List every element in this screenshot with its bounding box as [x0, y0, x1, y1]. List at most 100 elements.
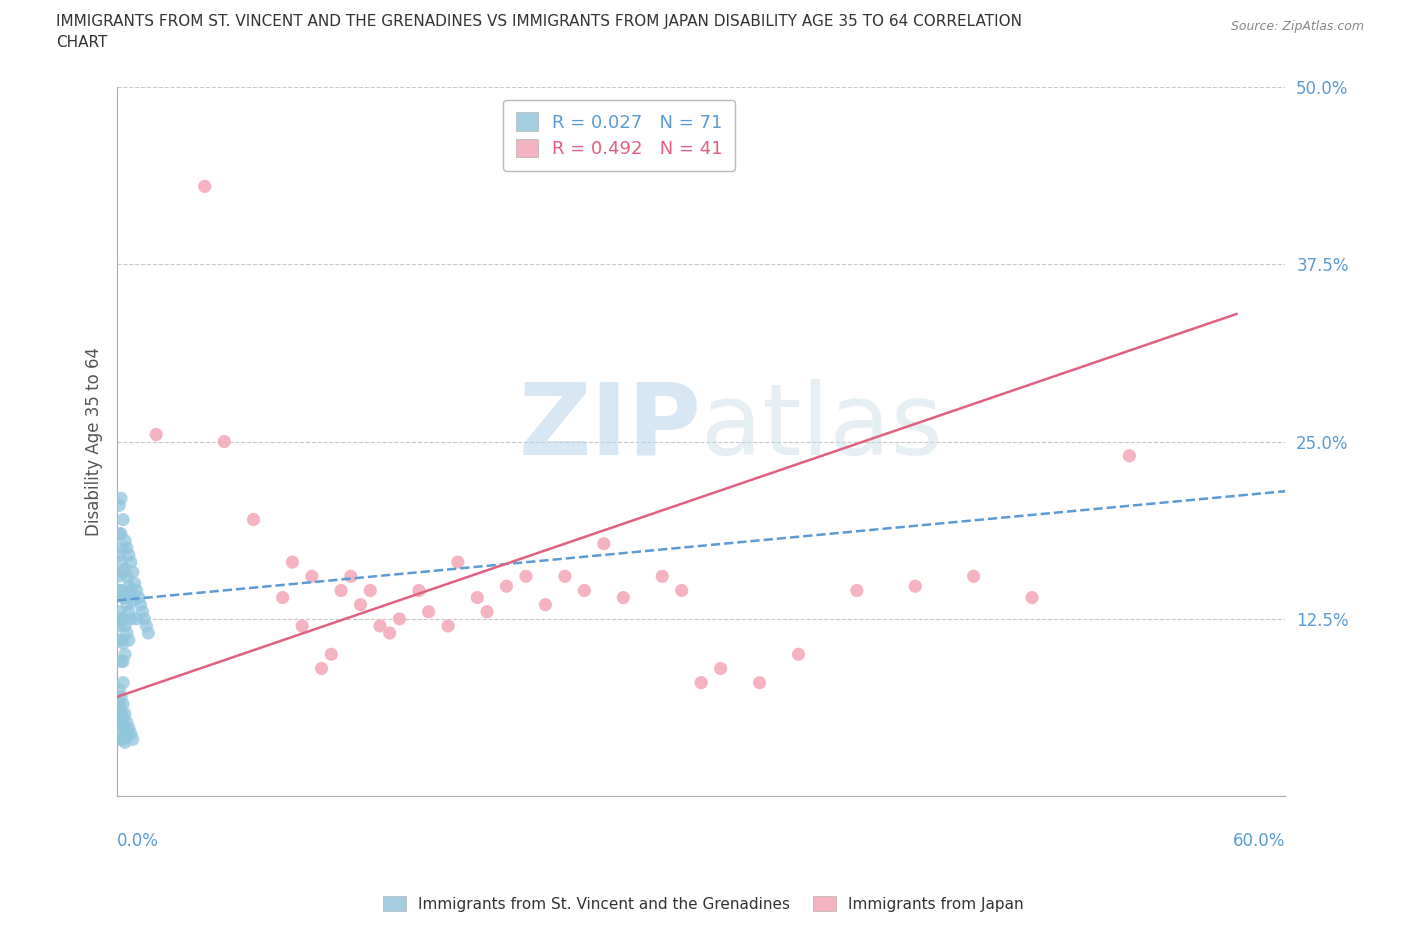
Point — [710, 661, 733, 676]
Point — [554, 569, 576, 584]
Point — [110, 491, 132, 506]
Point — [121, 732, 143, 747]
Text: Source: ZipAtlas.com: Source: ZipAtlas.com — [1230, 20, 1364, 33]
Point — [110, 711, 132, 725]
Point — [115, 569, 138, 584]
Point — [134, 611, 156, 626]
Point — [904, 578, 927, 593]
Point — [690, 675, 713, 690]
Point — [108, 683, 131, 698]
Point — [135, 618, 157, 633]
Point — [118, 548, 141, 563]
Point — [110, 724, 132, 739]
Point — [1021, 591, 1043, 605]
Point — [108, 583, 131, 598]
Text: ZIP: ZIP — [519, 379, 702, 476]
Point — [108, 718, 131, 733]
Point — [108, 526, 131, 541]
Point — [378, 626, 401, 641]
Point — [120, 554, 142, 569]
Point — [110, 654, 132, 669]
Point — [124, 576, 146, 591]
Point — [359, 583, 381, 598]
Point — [110, 632, 132, 647]
Point — [465, 591, 488, 605]
Point — [112, 540, 135, 555]
Point — [115, 727, 138, 742]
Point — [212, 434, 235, 449]
Point — [114, 534, 136, 549]
Point — [115, 626, 138, 641]
Y-axis label: Disability Age 35 to 64: Disability Age 35 to 64 — [86, 347, 103, 536]
Point — [114, 618, 136, 633]
Legend: Immigrants from St. Vincent and the Grenadines, Immigrants from Japan: Immigrants from St. Vincent and the Gren… — [377, 890, 1029, 918]
Text: IMMIGRANTS FROM ST. VINCENT AND THE GRENADINES VS IMMIGRANTS FROM JAPAN DISABILI: IMMIGRANTS FROM ST. VINCENT AND THE GREN… — [56, 14, 1022, 29]
Point — [612, 591, 634, 605]
Point — [110, 583, 132, 598]
Point — [748, 675, 770, 690]
Point — [281, 554, 304, 569]
Point — [118, 632, 141, 647]
Point — [112, 697, 135, 711]
Point — [120, 583, 142, 598]
Point — [311, 661, 333, 676]
Point — [108, 632, 131, 647]
Point — [194, 179, 217, 193]
Point — [114, 735, 136, 750]
Point — [108, 704, 131, 719]
Point — [118, 578, 141, 593]
Point — [114, 591, 136, 605]
Text: atlas: atlas — [702, 379, 943, 476]
Point — [301, 569, 323, 584]
Point — [112, 512, 135, 527]
Point — [418, 604, 440, 619]
Point — [125, 611, 148, 626]
Point — [534, 597, 557, 612]
Point — [495, 578, 517, 593]
Point — [108, 732, 131, 747]
Point — [592, 537, 614, 551]
Point — [121, 593, 143, 608]
Point — [120, 726, 142, 741]
Point — [118, 721, 141, 736]
Point — [112, 565, 135, 579]
Point — [368, 618, 391, 633]
Point — [330, 583, 353, 598]
Legend: R = 0.027   N = 71, R = 0.492   N = 41: R = 0.027 N = 71, R = 0.492 N = 41 — [503, 100, 735, 171]
Point — [115, 715, 138, 730]
Point — [112, 711, 135, 725]
Point — [112, 718, 135, 733]
Point — [651, 569, 673, 584]
Point — [128, 591, 150, 605]
Point — [108, 498, 131, 512]
Point — [112, 635, 135, 650]
Point — [131, 604, 153, 619]
Point — [145, 427, 167, 442]
Point — [291, 618, 314, 633]
Point — [114, 721, 136, 736]
Point — [1118, 448, 1140, 463]
Point — [110, 526, 132, 541]
Point — [962, 569, 984, 584]
Point — [108, 569, 131, 584]
Point — [125, 583, 148, 598]
Point — [108, 548, 131, 563]
Point — [120, 611, 142, 626]
Point — [121, 565, 143, 579]
Point — [845, 583, 868, 598]
Point — [671, 583, 693, 598]
Point — [108, 604, 131, 619]
Point — [108, 618, 131, 633]
Point — [271, 591, 294, 605]
Point — [114, 562, 136, 577]
Point — [349, 597, 371, 612]
Point — [475, 604, 498, 619]
Point — [339, 569, 361, 584]
Point — [112, 654, 135, 669]
Point — [388, 611, 411, 626]
Text: CHART: CHART — [56, 35, 108, 50]
Point — [108, 697, 131, 711]
Point — [242, 512, 264, 527]
Point — [136, 626, 159, 641]
Point — [118, 604, 141, 619]
